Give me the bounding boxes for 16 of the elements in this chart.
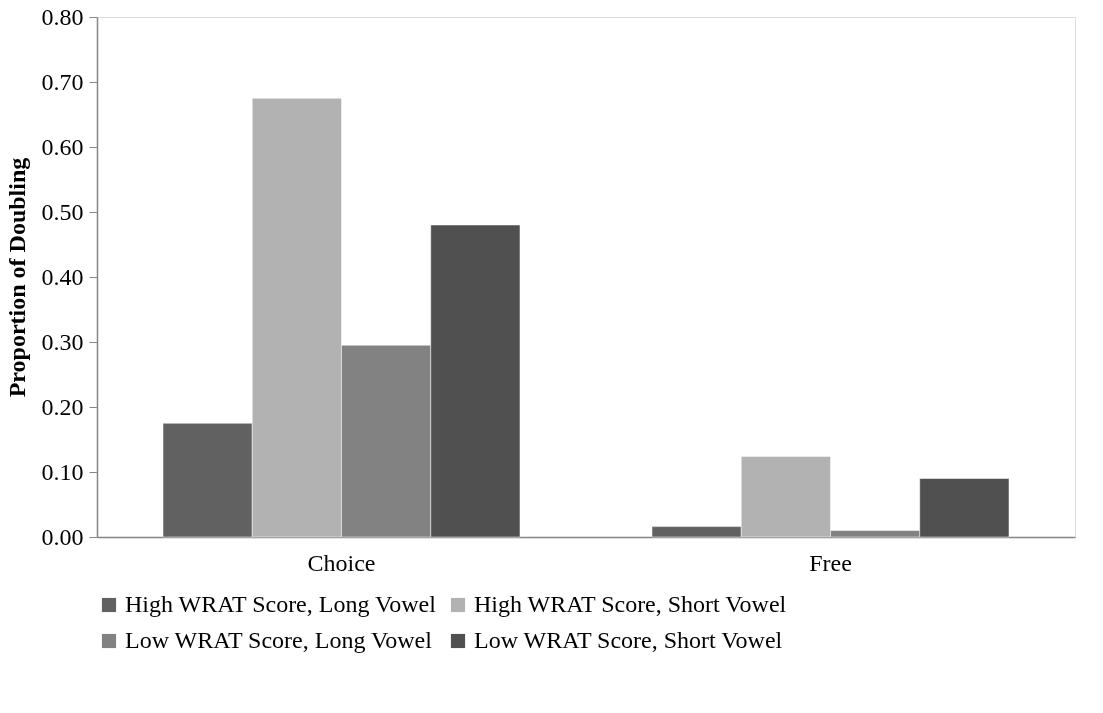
x-tick-label: Free (809, 549, 852, 576)
legend-label: High WRAT Score, Short Vowel (474, 591, 787, 617)
y-tick-label: 0.20 (41, 393, 84, 420)
y-tick-label: 0.80 (41, 3, 84, 30)
y-tick-label: 0.00 (41, 523, 84, 550)
legend-label: High WRAT Score, Long Vowel (125, 591, 437, 617)
y-tick-label: 0.60 (41, 133, 84, 160)
y-axis-title: Proportion of Doubling (3, 157, 30, 398)
legend-label: Low WRAT Score, Long Vowel (125, 627, 433, 653)
x-tick-label: Choice (307, 549, 376, 576)
y-tick-label: 0.70 (41, 68, 84, 95)
y-tick-label: 0.10 (41, 458, 84, 485)
y-tick-label: 0.40 (41, 263, 84, 290)
legend-label: Low WRAT Score, Short Vowel (474, 627, 783, 653)
y-tick-label: 0.30 (41, 328, 84, 355)
y-tick-label: 0.50 (41, 198, 84, 225)
